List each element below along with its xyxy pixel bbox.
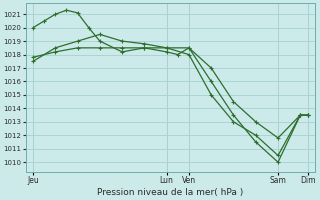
X-axis label: Pression niveau de la mer( hPa ): Pression niveau de la mer( hPa ) — [97, 188, 244, 197]
